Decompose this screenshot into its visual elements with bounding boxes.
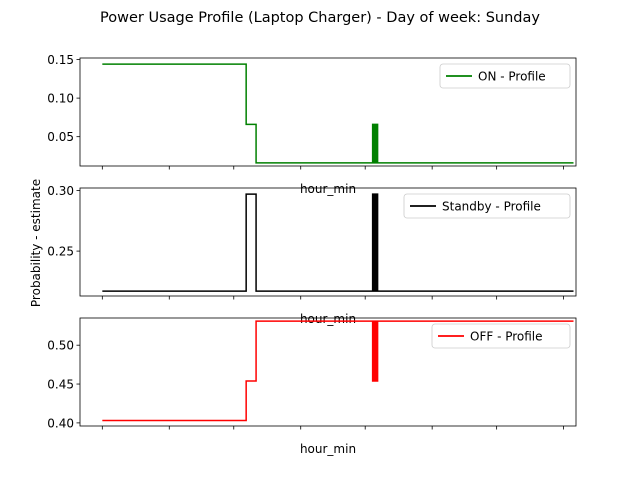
axes-frame-off xyxy=(79,317,577,427)
legend-box-on xyxy=(439,63,571,89)
y-tick-label-on: 0.10 xyxy=(47,92,74,106)
legend-standby: Standby - Profile xyxy=(403,193,571,219)
y-tick-label-off: 0.50 xyxy=(47,339,74,353)
legend-label-off: OFF - Profile xyxy=(470,330,543,344)
subplot-on: 0.05 0.10 0.15 hour_min ON - Profile xyxy=(47,53,577,196)
x-axis-label-on: hour_min xyxy=(300,182,356,196)
subplot-panels: 0.05 0.10 0.15 hour_min ON - Profile 0.25 0.30… xyxy=(47,53,577,456)
series-line-standby xyxy=(102,193,574,292)
x-axis-label-off: hour_min xyxy=(300,442,356,456)
legend-off: OFF - Profile xyxy=(431,323,571,349)
y-tick-label-off: 0.45 xyxy=(47,378,74,392)
legend-box-standby xyxy=(403,193,571,219)
legend-label-on: ON - Profile xyxy=(478,70,546,84)
y-axis-label: Probability - estimate xyxy=(29,179,43,307)
axes-frame-standby xyxy=(79,187,577,297)
legend-on: ON - Profile xyxy=(439,63,571,89)
subplot-off: 0.40 0.45 0.50 hour_min OFF - Profile xyxy=(47,317,577,456)
chart-title: Power Usage Profile (Laptop Charger) - D… xyxy=(100,10,540,26)
y-tick-label-on: 0.15 xyxy=(47,53,74,67)
legend-box-off xyxy=(431,323,571,349)
series-line-off xyxy=(102,320,574,422)
y-tick-label-standby: 0.30 xyxy=(47,184,74,198)
y-tick-label-standby: 0.25 xyxy=(47,245,74,259)
x-axis-label-standby: hour_min xyxy=(300,312,356,326)
axes-frame-on xyxy=(79,57,577,167)
series-line-on xyxy=(102,63,574,164)
legend-label-standby: Standby - Profile xyxy=(442,200,541,214)
y-tick-label-on: 0.05 xyxy=(47,130,74,144)
y-tick-label-off: 0.40 xyxy=(47,416,74,430)
subplot-standby: 0.25 0.30 hour_min Standby - Profile xyxy=(47,184,577,326)
